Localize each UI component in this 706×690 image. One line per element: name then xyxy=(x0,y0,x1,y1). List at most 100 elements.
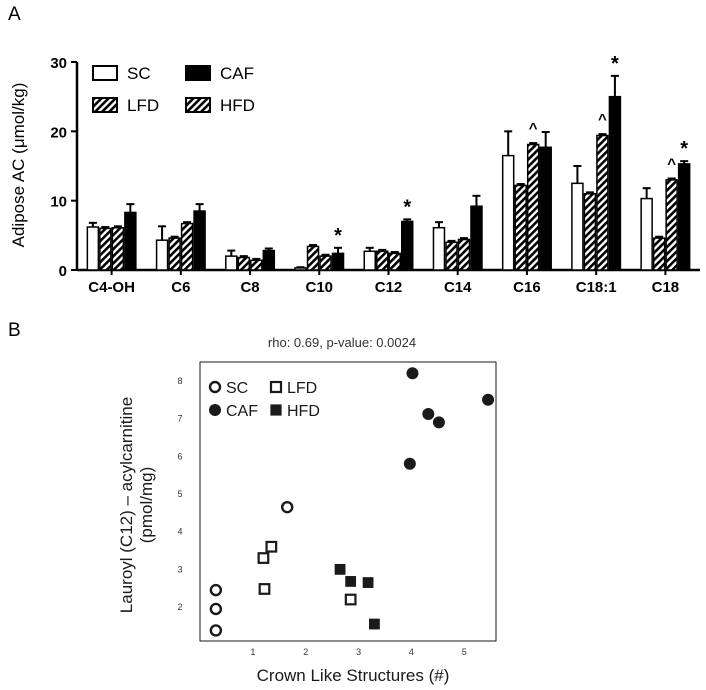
panel-b-title: rho: 0.69, p-value: 0.0024 xyxy=(268,335,416,350)
bar-c4-oh-sc xyxy=(86,226,100,271)
bar-c18-1-caf xyxy=(608,95,622,271)
panel-b-y-axis-label-line2: (pmol/mg) xyxy=(137,467,156,544)
panel-a-x-tick-label: C14 xyxy=(444,279,472,296)
panel-b-y-tick-label: 7 xyxy=(177,414,182,424)
legend-label-caf: CAF xyxy=(226,403,258,420)
panel-a-x-tick-label: C12 xyxy=(375,279,403,296)
bar-c16-hfd xyxy=(526,143,540,271)
bar-c4-oh-lfd xyxy=(99,227,112,271)
panel-b-label: B xyxy=(8,320,21,341)
panel-b-plot-frame xyxy=(199,361,497,642)
significance-marker-c12-caf: * xyxy=(403,196,411,218)
bar-c18-1-hfd xyxy=(596,134,609,271)
panel-a-y-tick-label: 10 xyxy=(50,194,67,211)
panel-b-legend: SC LFD CAF HFD xyxy=(208,380,320,420)
panel-a-y-tick-label: 0 xyxy=(59,263,67,280)
panel-b-x-tick-label: 5 xyxy=(462,647,467,657)
bar-c10-sc xyxy=(294,267,307,271)
point-lfd xyxy=(258,583,271,595)
bar-c10-lfd xyxy=(306,245,320,271)
point-sc xyxy=(281,500,294,514)
point-sc xyxy=(209,583,223,597)
bar-c8-caf xyxy=(262,249,276,271)
panel-b-y-tick-label: 2 xyxy=(177,602,182,612)
point-hfd xyxy=(369,618,380,630)
significance-marker-c18-hfd: ^ xyxy=(667,155,676,172)
bar-c12-lfd xyxy=(376,250,389,271)
point-lfd xyxy=(257,552,270,564)
bar-c18-hfd xyxy=(665,179,678,271)
legend-label-lfd: LFD xyxy=(127,96,159,115)
panel-a-y-axis-label: Adipose AC (μmol/kg) xyxy=(9,83,28,248)
panel-b-x-tick-label: 1 xyxy=(250,647,255,657)
significance-marker-c18-1-hfd: ^ xyxy=(598,111,607,128)
point-caf xyxy=(406,367,419,380)
bar-c14-caf xyxy=(470,205,483,271)
panel-b-points xyxy=(209,367,495,637)
legend-swatch-lfd xyxy=(92,97,118,113)
significance-marker-c16-hfd: ^ xyxy=(529,120,538,137)
panel-b-y-tick-label: 5 xyxy=(177,489,182,499)
panel-a-bar-chart: A Adipose AC (μmol/kg) 0 10 20 30 C4-OH C6 C8 C… xyxy=(8,4,700,296)
panel-b-scatter-plot: B rho: 0.69, p-value: 0.0024 Crown Like … xyxy=(8,320,497,685)
legend-label-hfd: HFD xyxy=(220,96,255,115)
bar-c12-sc xyxy=(363,250,376,271)
bar-c18-lfd xyxy=(652,237,666,271)
point-hfd xyxy=(362,577,374,588)
panel-a-legend: SC CAF LFD HFD xyxy=(92,64,255,115)
bar-c12-caf xyxy=(401,220,414,271)
panel-a-x-tick-label: C16 xyxy=(513,279,541,296)
bar-c16-caf xyxy=(539,146,552,271)
point-lfd xyxy=(265,540,278,553)
bar-c6-lfd xyxy=(168,237,181,271)
panel-b-y-tick-label: 6 xyxy=(177,451,182,461)
panel-a-x-tick-label: C8 xyxy=(240,279,259,296)
panel-b-y-axis-label-line1: Lauroyl (C12) – acylcarnitine xyxy=(117,397,136,613)
legend-swatch-sc xyxy=(92,65,118,81)
panel-b-y-tick-label: 4 xyxy=(177,527,182,537)
panel-b-x-tick-label: 2 xyxy=(303,647,308,657)
legend-label-sc: SC xyxy=(127,64,151,83)
panel-b-axes: 1 2 3 4 5 2 3 4 5 6 7 8 xyxy=(177,361,497,657)
panel-b-x-tick-label: 3 xyxy=(356,647,361,657)
point-caf xyxy=(403,457,416,470)
point-sc xyxy=(209,624,223,637)
panel-b-x-axis-label: Crown Like Structures (#) xyxy=(257,666,450,685)
point-hfd xyxy=(334,563,346,575)
bar-c16-lfd xyxy=(514,184,527,271)
bar-c16-sc xyxy=(501,154,515,271)
panel-a-bars: **^^*^* xyxy=(86,53,691,271)
panel-b-x-tick-label: 4 xyxy=(409,647,414,657)
bar-c10-caf xyxy=(331,252,345,271)
point-caf xyxy=(482,393,495,406)
legend-marker-sc xyxy=(208,380,222,394)
legend-marker-hfd xyxy=(270,404,282,416)
panel-a-x-tick-label: C18 xyxy=(652,279,680,296)
bar-c18-sc xyxy=(640,197,653,271)
significance-marker-c18-caf: * xyxy=(680,138,688,160)
legend-swatch-caf xyxy=(185,65,211,81)
bar-c8-lfd xyxy=(237,256,251,271)
panel-b-y-tick-label: 8 xyxy=(177,376,182,386)
bar-c6-hfd xyxy=(180,222,194,271)
bar-c10-hfd xyxy=(319,255,332,271)
bar-c4-oh-hfd xyxy=(111,226,125,271)
legend-label-sc: SC xyxy=(226,380,248,397)
bar-c18-caf xyxy=(677,163,691,271)
panel-a-x-tick-label: C6 xyxy=(171,279,190,296)
legend-label-lfd: LFD xyxy=(287,380,317,397)
bar-c14-hfd xyxy=(457,238,471,271)
point-sc xyxy=(209,602,223,616)
legend-swatch-hfd xyxy=(185,97,211,113)
bar-c8-hfd xyxy=(250,259,263,271)
legend-marker-lfd xyxy=(269,380,283,394)
bar-c8-sc xyxy=(225,255,238,271)
panel-a-y-tick-label: 30 xyxy=(50,55,67,72)
bar-c6-sc xyxy=(155,239,169,271)
legend-marker-caf xyxy=(209,404,221,416)
bar-c14-sc xyxy=(432,226,446,271)
significance-marker-c18-1-caf: * xyxy=(611,53,619,75)
panel-a-x-tick-label: C10 xyxy=(306,279,334,296)
point-caf xyxy=(422,408,435,421)
